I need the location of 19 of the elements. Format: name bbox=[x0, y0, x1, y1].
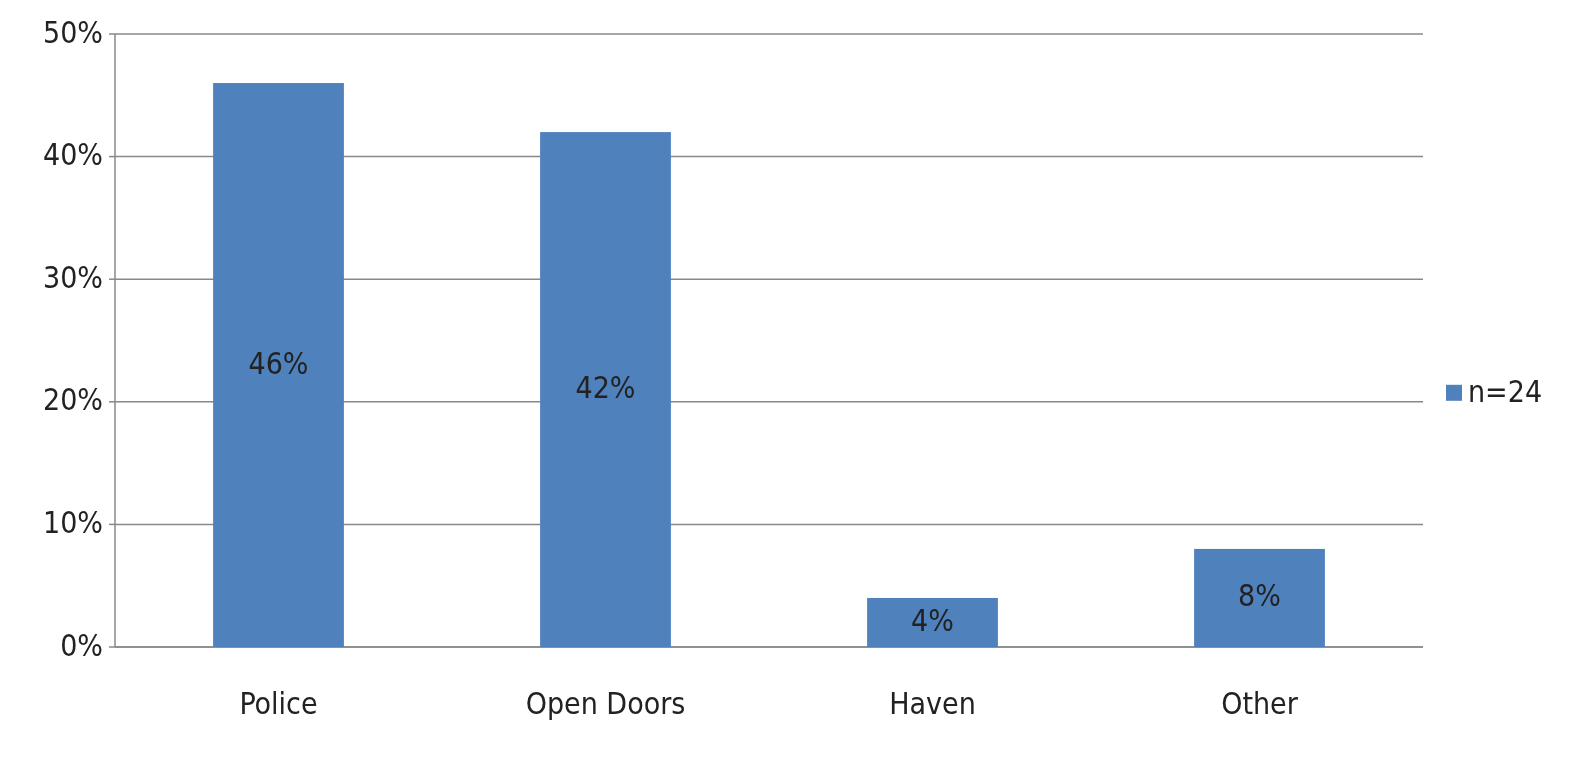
bar bbox=[867, 597, 998, 647]
text: 46% bbox=[248, 345, 309, 381]
bar bbox=[1194, 548, 1325, 647]
y-tick-label: 50% bbox=[43, 14, 103, 50]
legend-label: n=24 bbox=[1468, 374, 1543, 410]
y-tick-label: 10% bbox=[43, 504, 103, 540]
bar bbox=[540, 132, 671, 647]
x-tick-label: Haven bbox=[889, 685, 976, 721]
x-tick-label: Police bbox=[239, 685, 318, 721]
y-tick-label: 20% bbox=[43, 382, 103, 418]
bar bbox=[213, 83, 344, 647]
y-tick-label: 0% bbox=[60, 627, 103, 663]
text: 8% bbox=[1238, 578, 1281, 614]
text: 4% bbox=[911, 602, 954, 638]
x-tick-label: Open Doors bbox=[525, 685, 686, 721]
x-tick-label: Other bbox=[1221, 685, 1299, 721]
y-tick-label: 40% bbox=[43, 137, 103, 173]
y-tick-label: 30% bbox=[43, 259, 103, 295]
text: 42% bbox=[575, 370, 636, 406]
